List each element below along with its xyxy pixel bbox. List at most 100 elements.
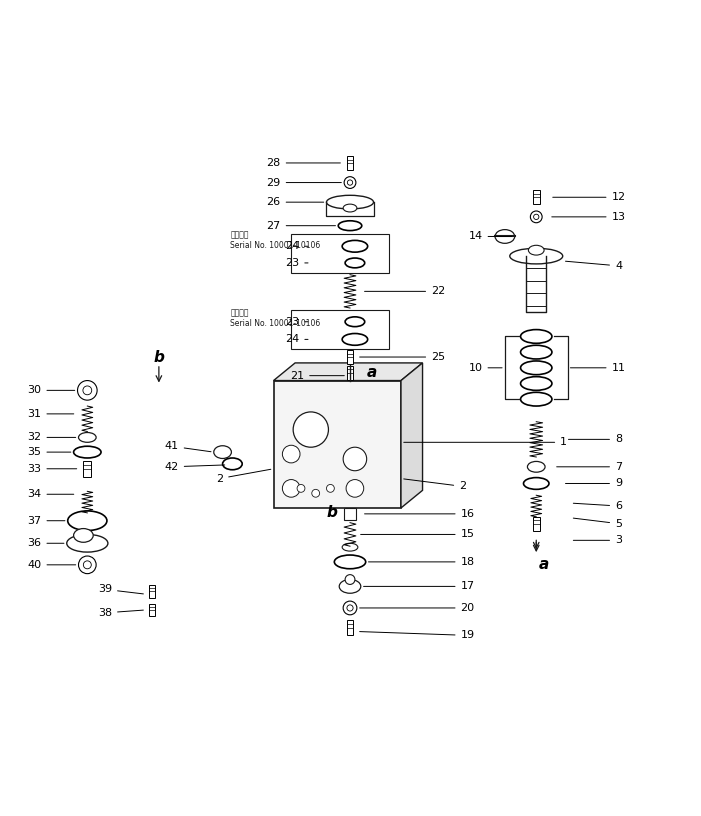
Text: 7: 7	[557, 462, 622, 472]
Text: 24: 24	[285, 335, 308, 344]
Text: 28: 28	[266, 158, 341, 168]
Text: 33: 33	[27, 463, 76, 474]
Text: a: a	[539, 557, 549, 572]
Ellipse shape	[334, 555, 366, 569]
Text: 37: 37	[27, 516, 65, 526]
Text: 6: 6	[573, 501, 622, 511]
Polygon shape	[401, 363, 423, 508]
Text: 29: 29	[266, 178, 341, 188]
Ellipse shape	[74, 529, 93, 543]
Ellipse shape	[342, 241, 367, 252]
Text: 31: 31	[27, 409, 74, 419]
Text: 32: 32	[27, 432, 76, 442]
Text: 38: 38	[98, 608, 144, 618]
Circle shape	[83, 561, 91, 569]
Ellipse shape	[345, 317, 365, 326]
Text: 26: 26	[266, 197, 324, 207]
Text: 21: 21	[290, 370, 344, 380]
Text: 35: 35	[27, 447, 71, 457]
Text: 23: 23	[285, 317, 308, 326]
Polygon shape	[273, 363, 423, 380]
Text: 13: 13	[552, 212, 625, 222]
Ellipse shape	[342, 543, 358, 551]
Text: 通用号码
Serial No. 10001-10106: 通用号码 Serial No. 10001-10106	[231, 308, 320, 327]
Ellipse shape	[521, 330, 552, 344]
Text: a: a	[367, 366, 376, 380]
Text: 4: 4	[566, 261, 622, 271]
Text: 10: 10	[468, 363, 502, 373]
Bar	[83, 461, 91, 477]
Text: 20: 20	[360, 603, 475, 613]
Bar	[533, 190, 540, 204]
Text: 通用号码
Serial No. 10001-10106: 通用号码 Serial No. 10001-10106	[231, 231, 320, 250]
Ellipse shape	[524, 477, 549, 490]
Text: 40: 40	[27, 560, 76, 570]
Text: 41: 41	[165, 441, 211, 452]
Ellipse shape	[510, 248, 563, 264]
Text: 36: 36	[27, 539, 64, 548]
Ellipse shape	[68, 511, 107, 530]
Text: b: b	[154, 349, 164, 365]
Text: 25: 25	[360, 352, 445, 362]
Circle shape	[344, 177, 356, 188]
Ellipse shape	[79, 432, 96, 442]
Text: 24: 24	[285, 242, 308, 251]
Ellipse shape	[529, 246, 544, 255]
Circle shape	[78, 380, 97, 400]
Ellipse shape	[342, 334, 367, 345]
Bar	[291, 310, 389, 349]
Text: 18: 18	[369, 557, 475, 567]
Circle shape	[312, 490, 320, 497]
Bar	[273, 380, 401, 508]
Bar	[344, 508, 356, 520]
Text: 12: 12	[553, 193, 626, 202]
Text: 9: 9	[566, 478, 622, 489]
Text: 30: 30	[27, 385, 75, 396]
Ellipse shape	[521, 392, 552, 406]
Circle shape	[348, 180, 353, 185]
Ellipse shape	[327, 195, 374, 209]
Ellipse shape	[521, 361, 552, 375]
Text: 11: 11	[571, 363, 625, 373]
Ellipse shape	[74, 446, 101, 458]
Ellipse shape	[527, 461, 545, 472]
Ellipse shape	[345, 574, 355, 584]
Ellipse shape	[339, 579, 361, 593]
Circle shape	[346, 480, 364, 497]
Bar	[346, 156, 353, 170]
Text: 27: 27	[266, 220, 336, 231]
Text: 3: 3	[573, 535, 622, 545]
Text: 1: 1	[404, 437, 567, 447]
Bar	[347, 366, 353, 379]
Text: 34: 34	[27, 490, 74, 499]
Circle shape	[343, 601, 357, 614]
Text: 42: 42	[165, 462, 225, 472]
Ellipse shape	[343, 204, 357, 212]
Bar	[346, 350, 353, 364]
Bar	[291, 233, 389, 273]
Circle shape	[533, 215, 539, 220]
Text: 15: 15	[360, 530, 475, 539]
Circle shape	[283, 446, 300, 463]
Circle shape	[79, 556, 96, 574]
Text: 16: 16	[365, 509, 475, 519]
Text: 39: 39	[98, 584, 144, 594]
Bar	[346, 620, 353, 635]
Ellipse shape	[67, 534, 108, 552]
Text: 2: 2	[216, 469, 271, 484]
Bar	[149, 604, 155, 616]
Ellipse shape	[521, 377, 552, 390]
Ellipse shape	[223, 458, 242, 470]
Circle shape	[283, 480, 300, 497]
Circle shape	[297, 485, 305, 492]
Text: b: b	[327, 505, 338, 521]
Text: 14: 14	[468, 232, 512, 242]
Bar	[533, 517, 540, 530]
Ellipse shape	[339, 221, 362, 231]
Text: 2: 2	[404, 479, 466, 491]
Text: 19: 19	[360, 631, 475, 641]
Ellipse shape	[345, 258, 365, 268]
Text: 5: 5	[573, 518, 622, 529]
Ellipse shape	[521, 345, 552, 359]
Text: 8: 8	[569, 434, 622, 445]
